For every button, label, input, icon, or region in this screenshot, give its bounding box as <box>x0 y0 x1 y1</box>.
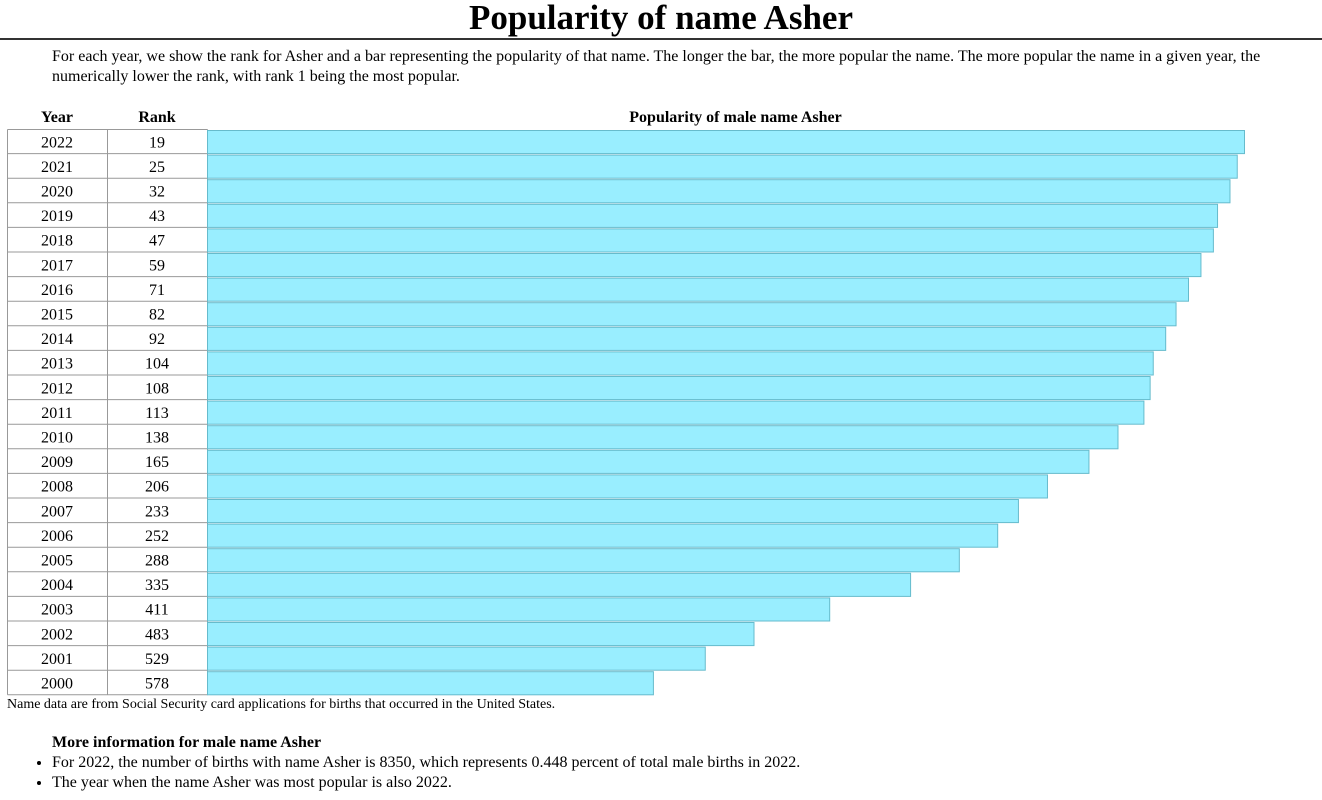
year-cell: 2018 <box>41 233 73 250</box>
year-cell: 2016 <box>41 282 73 299</box>
popularity-bar <box>207 376 1151 401</box>
rank-cell: 252 <box>145 528 169 545</box>
rank-cell: 483 <box>145 626 169 643</box>
popularity-bar <box>207 253 1202 278</box>
year-cell: 2013 <box>41 356 73 373</box>
popularity-bar <box>207 277 1190 302</box>
rank-cell: 104 <box>145 356 169 373</box>
year-cell: 2004 <box>41 577 73 594</box>
popularity-bar <box>207 302 1177 327</box>
popularity-bar <box>207 572 912 597</box>
year-cell: 2017 <box>41 257 73 274</box>
popularity-bar <box>207 474 1048 499</box>
intro-text: For each year, we show the rank for Ashe… <box>52 48 1261 85</box>
fact-most-popular-year: The year when the name Asher was most po… <box>52 773 800 793</box>
facts-list: For 2022, the number of births with name… <box>0 753 800 793</box>
rank-cell: 25 <box>149 159 165 176</box>
rank-cell: 92 <box>149 331 165 348</box>
popularity-bar <box>207 425 1119 450</box>
rank-cell: 113 <box>145 405 168 422</box>
rank-cell: 82 <box>149 307 165 324</box>
popularity-bar <box>207 646 706 671</box>
popularity-bar <box>207 228 1214 253</box>
popularity-bar <box>207 130 1245 155</box>
year-cell: 2010 <box>41 430 73 447</box>
popularity-bar <box>207 203 1219 228</box>
rank-cell: 47 <box>149 233 165 250</box>
year-cell: 2001 <box>41 651 73 668</box>
rank-cell: 206 <box>145 479 169 496</box>
popularity-bar <box>207 351 1154 376</box>
year-cell: 2014 <box>41 331 73 348</box>
popularity-bar <box>207 548 960 573</box>
rank-cell: 108 <box>145 380 169 397</box>
year-cell: 2019 <box>41 208 73 225</box>
rank-cell: 335 <box>145 577 169 594</box>
rank-cell: 71 <box>149 282 165 299</box>
rank-cell: 288 <box>145 553 169 570</box>
popularity-bar <box>207 597 831 622</box>
year-cell: 2011 <box>41 405 72 422</box>
rank-cell: 578 <box>145 676 169 693</box>
rank-cell: 138 <box>145 430 169 447</box>
fact-births-2022: For 2022, the number of births with name… <box>52 753 800 773</box>
popularity-bar <box>207 671 654 696</box>
year-cell: 2000 <box>41 676 73 693</box>
rank-cell: 32 <box>149 184 165 201</box>
chart-column-header: Popularity of male name Asher <box>629 109 842 126</box>
popularity-bar <box>207 400 1145 425</box>
rank-cell: 59 <box>149 257 165 274</box>
page-title: Popularity of name Asher <box>468 0 853 37</box>
source-note: Name data are from Social Security card … <box>7 697 556 712</box>
title-divider <box>0 38 1322 40</box>
year-cell: 2022 <box>41 134 73 151</box>
year-cell: 2008 <box>41 479 73 496</box>
rank-cell: 233 <box>145 503 169 520</box>
year-column-header: Year <box>41 109 73 126</box>
popularity-bar <box>207 523 999 548</box>
popularity-table: 2022 19 2021 25 2020 32 2019 43 2018 47 2017 59 2016… <box>7 129 1245 696</box>
rank-cell: 411 <box>145 602 168 619</box>
rank-cell: 43 <box>149 208 165 225</box>
rank-column-header: Rank <box>138 109 176 126</box>
rank-cell: 165 <box>145 454 169 471</box>
year-cell: 2006 <box>41 528 73 545</box>
popularity-bar <box>207 449 1090 474</box>
year-cell: 2012 <box>41 380 73 397</box>
popularity-bar <box>207 179 1231 204</box>
year-cell: 2003 <box>41 602 73 619</box>
year-cell: 2020 <box>41 184 73 201</box>
year-cell: 2009 <box>41 454 73 471</box>
popularity-bar <box>207 499 1019 524</box>
popularity-bar <box>207 154 1238 179</box>
year-cell: 2005 <box>41 553 73 570</box>
more-info-title: More information for male name Asher <box>52 734 322 751</box>
popularity-bar <box>207 622 755 647</box>
popularity-bar <box>207 326 1167 351</box>
rank-cell: 529 <box>145 651 169 668</box>
year-cell: 2002 <box>41 626 73 643</box>
rank-cell: 19 <box>149 134 165 151</box>
year-cell: 2007 <box>41 503 73 520</box>
year-cell: 2015 <box>41 307 73 324</box>
year-cell: 2021 <box>41 159 73 176</box>
